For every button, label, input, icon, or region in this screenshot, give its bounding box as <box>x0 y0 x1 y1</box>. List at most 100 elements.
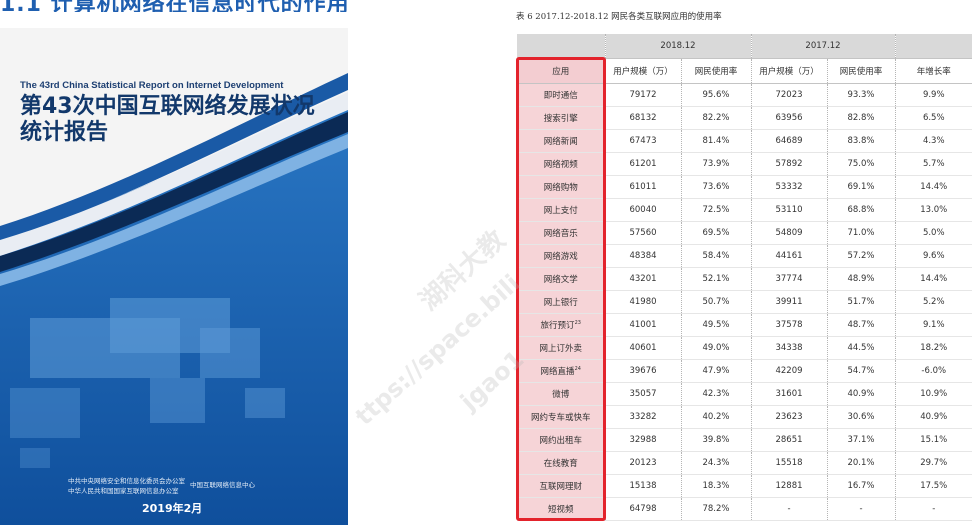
cell-rate-2018: 73.6% <box>680 175 751 199</box>
cell-app: 网上银行 <box>517 290 605 314</box>
section-heading: 1.1 计算机网络在信息时代的作用 <box>0 0 400 12</box>
cell-rate-2018: 82.2% <box>680 106 751 130</box>
cell-rate-2018: 95.6% <box>680 83 751 107</box>
cell-users-2017: 72023 <box>750 83 827 107</box>
cell-users-2018: 33282 <box>604 405 681 429</box>
cell-rate-2017: 16.7% <box>826 474 895 498</box>
cell-users-2017: 12881 <box>750 474 827 498</box>
cell-users-2018: 79172 <box>604 83 681 107</box>
cell-rate-2017: 68.8% <box>826 198 895 222</box>
cell-rate-2018: 47.9% <box>680 359 751 383</box>
cell-rate-2018: 78.2% <box>680 497 751 521</box>
cell-growth: 6.5% <box>894 106 972 130</box>
cell-app: 网络文学 <box>517 267 605 291</box>
cell-rate-2017: 82.8% <box>826 106 895 130</box>
cell-users-2018: 67473 <box>604 129 681 153</box>
cover-english-title: The 43rd China Statistical Report on Int… <box>20 80 284 91</box>
cell-growth: 9.1% <box>894 313 972 337</box>
cell-growth: 5.2% <box>894 290 972 314</box>
cover-publisher-left: 中共中央网络安全和信息化委员会办公室 中华人民共和国国家互联网信息办公室 <box>68 477 185 495</box>
header-blank <box>517 34 605 59</box>
cell-rate-2018: 58.4% <box>680 244 751 268</box>
cell-users-2018: 60040 <box>604 198 681 222</box>
cell-rate-2018: 40.2% <box>680 405 751 429</box>
cell-growth: 9.6% <box>894 244 972 268</box>
cell-rate-2017: 40.9% <box>826 382 895 406</box>
cell-rate-2017: 54.7% <box>826 359 895 383</box>
cell-app: 即时通信 <box>517 83 605 107</box>
cell-users-2018: 57560 <box>604 221 681 245</box>
header-rate-2018: 网民使用率 <box>680 58 751 84</box>
cell-users-2018: 20123 <box>604 451 681 475</box>
table-row: 短视频 64798 78.2% - - - <box>517 497 972 521</box>
cell-users-2018: 15138 <box>604 474 681 498</box>
table-row: 网上订外卖 40601 49.0% 34338 44.5% 18.2% <box>517 336 972 360</box>
table-row: 网络新闻 67473 81.4% 64689 83.8% 4.3% <box>517 129 972 153</box>
header-users-2017: 用户规模（万） <box>750 58 827 84</box>
watermark-2: ttps://space.bili <box>350 269 526 431</box>
header-rate-2017: 网民使用率 <box>826 58 895 84</box>
table-header-columns: 应用 用户规模（万） 网民使用率 用户规模（万） 网民使用率 年增长率 <box>517 58 972 84</box>
cell-growth: 9.9% <box>894 83 972 107</box>
cell-growth: 10.9% <box>894 382 972 406</box>
cell-users-2017: 64689 <box>750 129 827 153</box>
table-row: 网络游戏 48384 58.4% 44161 57.2% 9.6% <box>517 244 972 268</box>
cell-rate-2018: 18.3% <box>680 474 751 498</box>
cell-app: 微博 <box>517 382 605 406</box>
usage-table-container: 2018.12 2017.12 应用 用户规模（万） 网民使用率 用户规模（万）… <box>517 34 972 521</box>
cell-users-2017: 54809 <box>750 221 827 245</box>
cover-artwork <box>0 73 348 525</box>
cell-users-2018: 40601 <box>604 336 681 360</box>
header-growth: 年增长率 <box>894 58 972 84</box>
table-caption: 表 6 2017.12-2018.12 网民各类互联网应用的使用率 <box>516 12 722 22</box>
cell-users-2018: 61011 <box>604 175 681 199</box>
cell-rate-2018: 42.3% <box>680 382 751 406</box>
cell-users-2018: 32988 <box>604 428 681 452</box>
cell-rate-2018: 52.1% <box>680 267 751 291</box>
table-row: 互联网理财 15138 18.3% 12881 16.7% 17.5% <box>517 474 972 498</box>
cell-app: 网络音乐 <box>517 221 605 245</box>
cell-rate-2018: 49.5% <box>680 313 751 337</box>
header-users-2018: 用户规模（万） <box>604 58 681 84</box>
cell-app: 旅行预订23 <box>517 313 605 337</box>
cell-growth: 4.3% <box>894 129 972 153</box>
table-row: 网约出租车 32988 39.8% 28651 37.1% 15.1% <box>517 428 972 452</box>
cell-app: 网络游戏 <box>517 244 605 268</box>
cell-rate-2017: 57.2% <box>826 244 895 268</box>
cell-rate-2017: 44.5% <box>826 336 895 360</box>
cell-rate-2018: 73.9% <box>680 152 751 176</box>
header-blank-right <box>894 34 972 59</box>
cell-growth: - <box>894 497 972 521</box>
cell-users-2018: 39676 <box>604 359 681 383</box>
cell-growth: 17.5% <box>894 474 972 498</box>
cell-rate-2017: - <box>826 497 895 521</box>
cell-rate-2018: 50.7% <box>680 290 751 314</box>
cell-growth: 5.7% <box>894 152 972 176</box>
cell-users-2017: 37774 <box>750 267 827 291</box>
cell-rate-2017: 75.0% <box>826 152 895 176</box>
cell-growth: 14.4% <box>894 267 972 291</box>
cell-users-2017: 63956 <box>750 106 827 130</box>
cell-app: 网约专车或快车 <box>517 405 605 429</box>
cell-app: 网上支付 <box>517 198 605 222</box>
cell-users-2017: 53332 <box>750 175 827 199</box>
header-period-2018: 2018.12 <box>604 34 751 59</box>
cell-rate-2017: 93.3% <box>826 83 895 107</box>
cell-app: 短视频 <box>517 497 605 521</box>
cell-app: 搜索引擎 <box>517 106 605 130</box>
cell-growth: -6.0% <box>894 359 972 383</box>
cell-users-2017: 44161 <box>750 244 827 268</box>
cover-date: 2019年2月 <box>142 502 203 515</box>
cell-users-2018: 41001 <box>604 313 681 337</box>
table-row: 在线教育 20123 24.3% 15518 20.1% 29.7% <box>517 451 972 475</box>
table-row: 网络购物 61011 73.6% 53332 69.1% 14.4% <box>517 175 972 199</box>
cell-users-2018: 64798 <box>604 497 681 521</box>
cell-rate-2018: 69.5% <box>680 221 751 245</box>
cell-growth: 18.2% <box>894 336 972 360</box>
cell-users-2018: 61201 <box>604 152 681 176</box>
watermark-1: 湖科大教 <box>414 224 512 317</box>
cell-users-2017: 57892 <box>750 152 827 176</box>
header-period-2017: 2017.12 <box>750 34 895 59</box>
table-row: 网络视频 61201 73.9% 57892 75.0% 5.7% <box>517 152 972 176</box>
table-row: 网络音乐 57560 69.5% 54809 71.0% 5.0% <box>517 221 972 245</box>
